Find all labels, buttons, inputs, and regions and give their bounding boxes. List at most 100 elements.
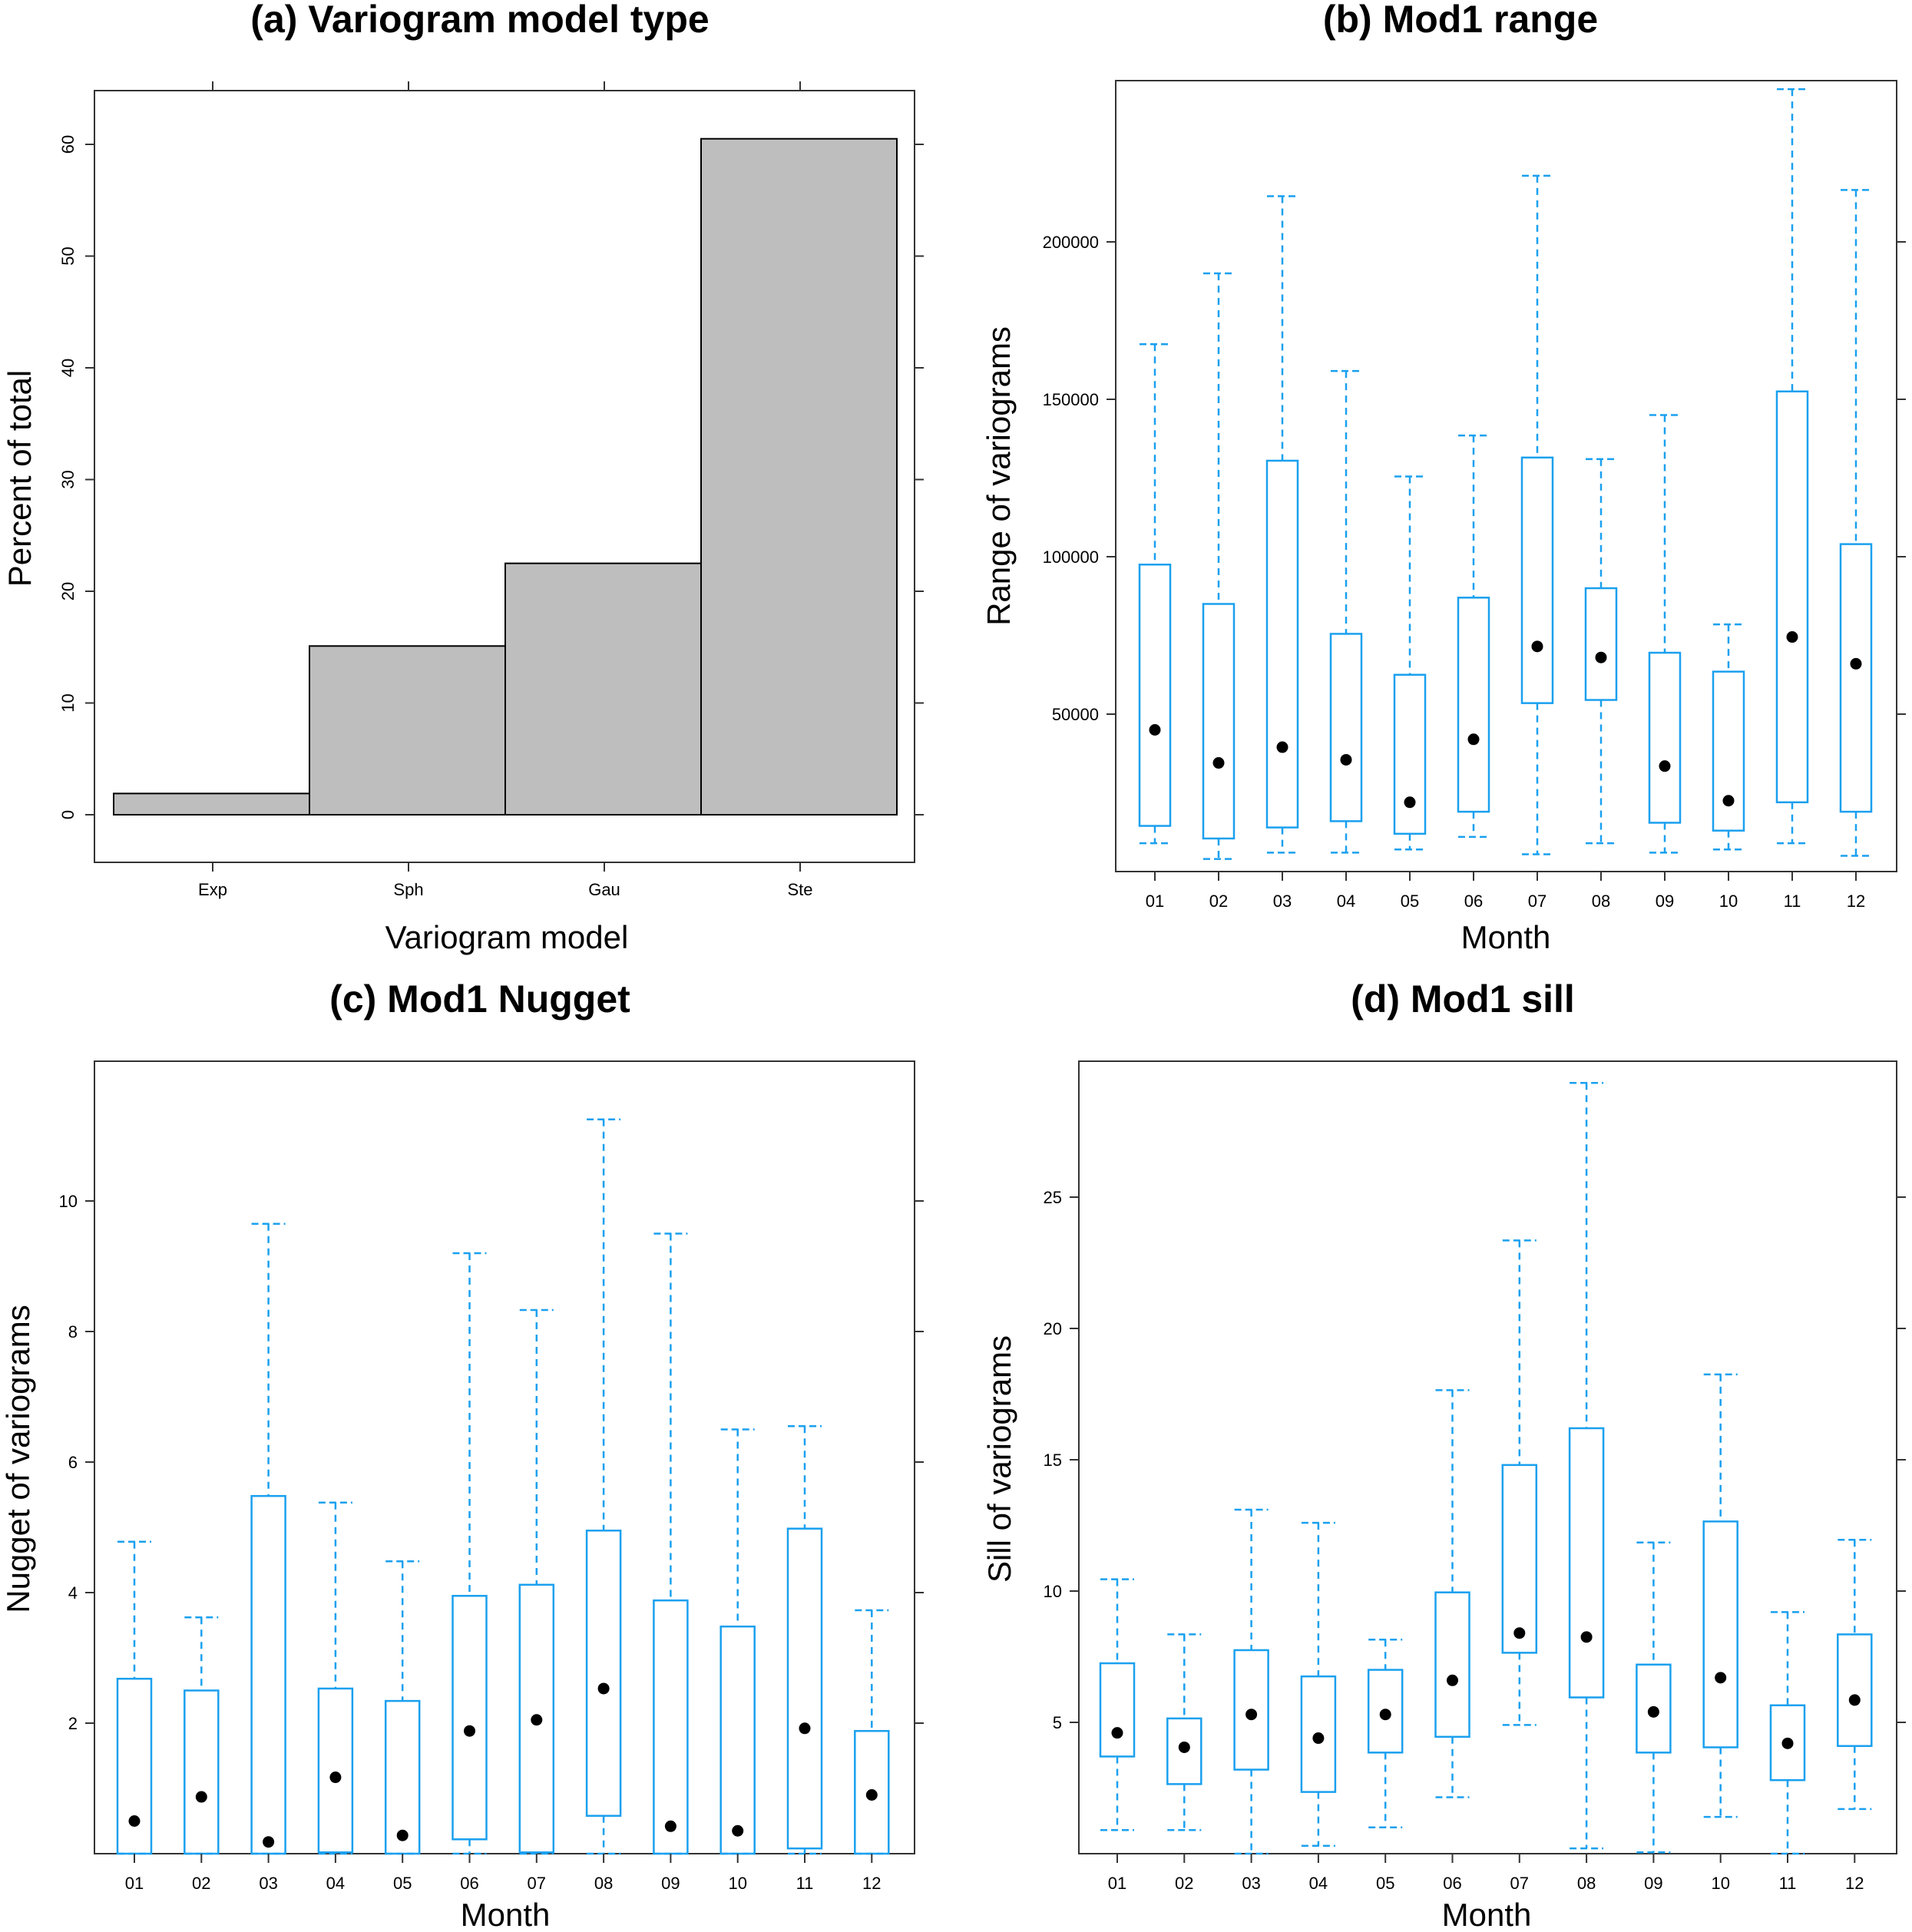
x-tick-label-03: 03 (1242, 1874, 1260, 1893)
box-month-10 (1702, 1373, 1738, 1818)
box-month-02 (1166, 1633, 1202, 1831)
iqr-box (1393, 673, 1427, 835)
iqr-box (452, 1595, 488, 1841)
box-month-05 (384, 1560, 421, 1855)
median-dot (329, 1772, 342, 1784)
y-tick-label: 200000 (1043, 233, 1099, 252)
panel-b: (b) Mod1 range 50000 100000 150000 200000 01… (981, 0, 1906, 955)
iqr-box (719, 1625, 756, 1855)
x-tick-label-09: 09 (661, 1874, 680, 1893)
panel-a-y-axis-label: Percent of total (2, 370, 38, 587)
iqr-box (1329, 633, 1363, 822)
box-month-08 (585, 1118, 622, 1855)
iqr-box (116, 1677, 153, 1855)
median-dot (1715, 1672, 1727, 1684)
panel-b-plot: 50000 100000 150000 200000 01 02 03 04 05 06 07 08 0… (1043, 88, 1906, 911)
panel-d-x-axis-label: Month (1442, 1897, 1532, 1932)
x-tick-label-01: 01 (1146, 892, 1164, 911)
x-tick-label-12: 12 (862, 1874, 881, 1893)
median-dot (664, 1820, 676, 1832)
y-tick-label: 6 (68, 1453, 78, 1472)
x-tick-label-04: 04 (1309, 1874, 1328, 1893)
median-dot (865, 1789, 878, 1801)
iqr-box (1166, 1717, 1202, 1785)
y-tick-label: 8 (68, 1322, 78, 1341)
panel-c-x-axis-label: Month (461, 1897, 551, 1932)
x-tick-label-gau: Gau (588, 880, 620, 899)
x-tick-label-03: 03 (259, 1874, 277, 1893)
box-month-04 (1329, 369, 1363, 854)
x-tick-label-sph: Sph (393, 880, 423, 899)
panel-c-title: (c) Mod1 Nugget (329, 978, 630, 1021)
iqr-box (1702, 1520, 1738, 1748)
box-month-01 (1099, 1578, 1136, 1831)
median-dot (1513, 1627, 1526, 1639)
median-dot (531, 1714, 543, 1726)
median-dot (1149, 724, 1161, 736)
panel-a-x-tick-labels: Exp Sph Gau Ste (198, 880, 812, 899)
x-tick-label-04: 04 (1337, 892, 1355, 911)
y-tick-label: 20 (1044, 1319, 1062, 1338)
panel-b-title: (b) Mod1 range (1323, 0, 1598, 41)
x-tick-label-04: 04 (326, 1874, 345, 1893)
iqr-box (1434, 1591, 1470, 1738)
iqr-box (1300, 1675, 1337, 1793)
median-dot (1340, 753, 1352, 766)
median-dot (1595, 651, 1607, 663)
x-tick-label-06: 06 (1443, 1874, 1461, 1893)
y-tick-label: 2 (68, 1714, 78, 1733)
panel-d-frame (1078, 1060, 1897, 1854)
x-tick-label-01: 01 (1108, 1874, 1126, 1893)
median-dot (464, 1725, 475, 1737)
iqr-box (1837, 1633, 1873, 1748)
x-tick-label-08: 08 (1577, 1874, 1596, 1893)
box-month-12 (1839, 189, 1873, 857)
x-tick-label-exp: Exp (198, 880, 227, 899)
y-tick-label: 10 (58, 693, 78, 712)
panel-c-plot: 2 4 6 8 10 01 02 03 04 05 06 07 08 09 10 11 12 (59, 1118, 924, 1893)
iqr-box (317, 1687, 354, 1854)
y-tick-label: 100000 (1043, 548, 1099, 567)
median-dot (1722, 795, 1735, 807)
median-dot (1447, 1674, 1458, 1686)
box-month-06 (452, 1252, 488, 1855)
panel-d-plot: 5 10 15 20 25 01 02 03 04 05 06 07 08 09 10 11 12 (1044, 1081, 1906, 1893)
box-month-03 (1265, 195, 1299, 854)
box-month-02 (184, 1616, 220, 1855)
x-tick-label-08: 08 (594, 1874, 613, 1893)
box-month-06 (1434, 1389, 1470, 1798)
panel-a: (a) Variogram model type 0 10 20 30 40 50 60 E… (2, 0, 924, 955)
iqr-box (1568, 1427, 1605, 1699)
box-month-03 (1233, 1508, 1269, 1855)
box-month-08 (1584, 458, 1618, 845)
iqr-box (786, 1527, 823, 1850)
x-tick-label-10: 10 (1719, 892, 1738, 911)
box-month-07 (518, 1308, 555, 1855)
median-dot (1580, 1631, 1593, 1643)
panel-a-frame (94, 90, 915, 863)
iqr-box (1584, 587, 1618, 701)
median-dot (1312, 1732, 1325, 1745)
box-month-09 (653, 1232, 689, 1855)
median-dot (1111, 1727, 1123, 1739)
median-dot (396, 1829, 409, 1841)
iqr-box (1367, 1669, 1404, 1754)
x-tick-label-06: 06 (1464, 892, 1483, 911)
iqr-box (1712, 670, 1745, 832)
x-tick-label-05: 05 (393, 1874, 412, 1893)
median-dot (1659, 760, 1671, 772)
median-dot (1245, 1709, 1258, 1721)
panel-d: (d) Mod1 sill 5 10 15 20 25 01 02 03 04 05 06 07 08 0… (981, 978, 1906, 1932)
median-dot (1850, 657, 1862, 670)
box-month-03 (250, 1222, 286, 1855)
box-month-09 (1636, 1541, 1672, 1854)
iqr-box (585, 1530, 622, 1817)
iqr-box (1520, 456, 1554, 704)
x-tick-label-11: 11 (1784, 892, 1801, 911)
panel-a-title: (a) Variogram model type (250, 0, 709, 41)
y-tick-label: 4 (68, 1583, 78, 1603)
box-month-05 (1367, 1639, 1404, 1829)
box-month-11 (1775, 88, 1809, 845)
x-tick-label-01: 01 (125, 1874, 144, 1893)
y-tick-label: 30 (58, 470, 78, 488)
